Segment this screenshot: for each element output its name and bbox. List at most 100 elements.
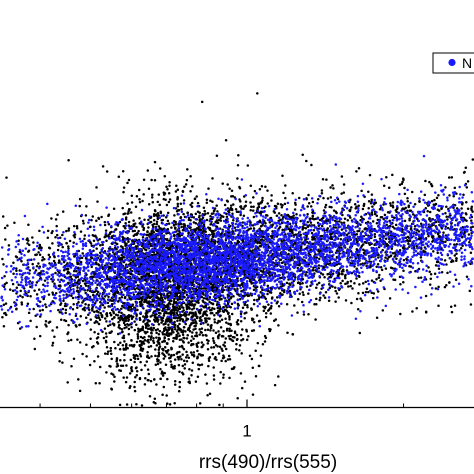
data-point-black <box>192 307 196 310</box>
data-point-black <box>103 317 107 320</box>
data-point-black <box>197 341 200 344</box>
data-point-black <box>133 389 137 393</box>
data-point-black <box>243 303 247 307</box>
data-point-black <box>434 287 438 290</box>
data-point-black <box>143 338 147 342</box>
data-point-black <box>268 306 272 310</box>
data-point-black <box>133 380 136 384</box>
data-point-black <box>131 315 135 319</box>
data-point-black <box>123 359 126 362</box>
data-point-black <box>83 306 86 309</box>
data-point-black <box>192 216 196 219</box>
data-point-black <box>215 204 218 207</box>
data-point-black <box>176 205 180 208</box>
data-point-black <box>238 344 242 347</box>
data-point-black <box>166 187 169 191</box>
data-point-black <box>92 239 96 243</box>
data-point-black <box>233 336 236 339</box>
data-point-black <box>126 322 129 326</box>
data-point-black <box>173 380 177 383</box>
data-point-black <box>154 354 157 358</box>
data-point-black <box>219 382 222 385</box>
data-point-black <box>46 229 50 233</box>
data-point-black <box>172 224 176 227</box>
data-point-black <box>133 385 136 389</box>
data-point-black <box>166 219 170 223</box>
data-point-black <box>121 206 124 210</box>
data-point-black <box>64 311 67 315</box>
data-point-black <box>324 290 328 294</box>
data-point-black <box>302 293 305 297</box>
data-point-black <box>156 362 160 366</box>
data-point-black <box>133 328 137 332</box>
data-point-black <box>107 214 110 218</box>
data-point-black <box>353 282 356 285</box>
data-point-black <box>293 208 297 211</box>
data-point-black <box>432 250 435 253</box>
data-point-black <box>176 325 179 329</box>
data-point-black <box>101 243 104 247</box>
data-point-black <box>384 267 388 270</box>
data-point-black <box>109 349 112 352</box>
data-point-black <box>228 314 231 318</box>
data-point-black <box>173 402 176 405</box>
data-point-black <box>466 180 470 183</box>
data-points-layer <box>0 92 474 407</box>
data-point-black <box>184 313 187 317</box>
data-point-black <box>228 357 232 361</box>
data-point-black <box>124 226 127 230</box>
data-point-black <box>138 198 141 201</box>
data-point-black <box>136 308 139 312</box>
data-point-black <box>277 287 281 290</box>
data-point-black <box>108 231 112 234</box>
data-point-black <box>76 286 79 289</box>
data-point-black <box>203 209 206 213</box>
data-point-black <box>209 329 212 332</box>
data-point-black <box>213 318 216 321</box>
data-point-black <box>122 348 126 351</box>
data-point-black <box>205 218 209 222</box>
data-point-black <box>147 218 150 222</box>
data-point-black <box>377 276 381 279</box>
data-point-black <box>90 218 93 222</box>
data-point-black <box>97 314 100 317</box>
data-point-black <box>220 318 224 322</box>
data-point-black <box>167 301 171 305</box>
data-point-black <box>41 308 44 312</box>
data-point-black <box>145 360 149 363</box>
data-point-black <box>81 252 84 255</box>
data-point-black <box>223 203 227 207</box>
data-point-black <box>15 307 18 310</box>
data-point-black <box>156 358 159 361</box>
data-point-black <box>235 333 239 337</box>
data-point-black <box>58 351 62 355</box>
data-point-black <box>419 256 423 259</box>
data-point-black <box>107 305 110 308</box>
data-point-black <box>127 332 131 336</box>
data-point-black <box>130 367 133 370</box>
data-point-black <box>15 269 18 272</box>
data-point-black <box>56 248 60 252</box>
data-point-black <box>103 327 107 330</box>
data-point-black <box>96 290 100 294</box>
data-point-black <box>167 338 170 341</box>
data-point-black <box>95 310 99 313</box>
data-point-black <box>51 344 54 347</box>
data-point-black <box>173 364 176 368</box>
data-point-black <box>284 263 287 266</box>
data-point-black <box>67 323 70 327</box>
data-point-black <box>167 191 171 195</box>
data-point-black <box>246 304 249 307</box>
data-point-black <box>166 342 169 345</box>
data-point-black <box>150 196 154 199</box>
data-point-black <box>229 297 232 300</box>
data-point-black <box>195 322 198 325</box>
data-point-black <box>210 324 213 327</box>
data-point-black <box>212 339 215 343</box>
data-point-black <box>95 262 98 266</box>
data-point-black <box>359 297 362 300</box>
data-point-black <box>119 364 123 368</box>
data-point-black <box>273 383 277 387</box>
data-point-black <box>288 282 291 286</box>
data-point-black <box>307 292 310 295</box>
